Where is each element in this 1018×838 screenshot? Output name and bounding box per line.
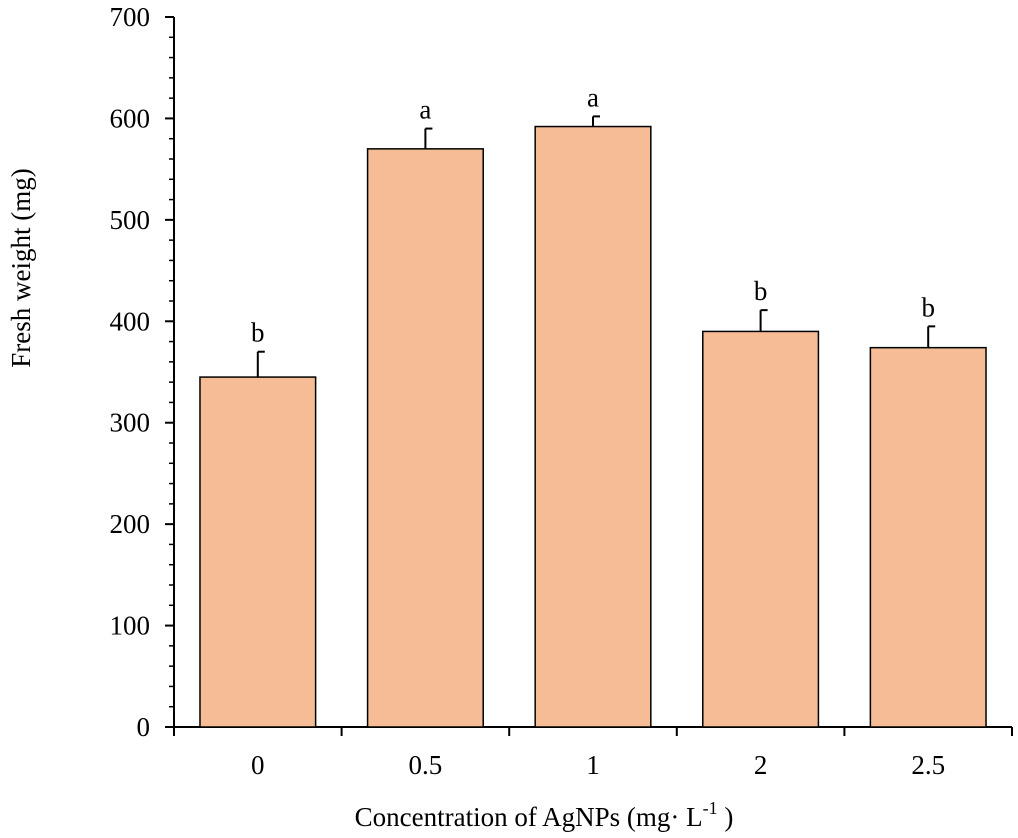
bars: b a a b b (199, 82, 987, 728)
x-tick-label: 0 (251, 750, 265, 780)
bar (702, 330, 820, 728)
x-tick-label: 2.5 (911, 750, 945, 780)
x-axis: 0 0.5 1 2 2.5 (173, 726, 1013, 780)
significance-label: b (921, 292, 935, 322)
bar (869, 346, 987, 728)
bar (366, 148, 484, 728)
y-tick-label: 0 (137, 712, 151, 742)
x-tick-label: 1 (586, 750, 600, 780)
y-axis-title: Fresh weight (mg) (6, 168, 36, 367)
significance-label: a (419, 95, 431, 125)
significance-label: b (251, 318, 265, 348)
y-tick-label: 500 (110, 205, 151, 235)
y-tick-label: 600 (110, 103, 151, 133)
x-axis-title-main: Concentration of AgNPs (mg· L (355, 802, 703, 832)
bar (199, 376, 317, 728)
y-tick-label: 300 (110, 408, 151, 438)
y-axis: 0 100 200 300 400 500 600 700 (110, 2, 175, 742)
y-tick-label: 700 (110, 2, 151, 32)
x-axis-title-end: ) (718, 802, 734, 832)
y-tick-label: 200 (110, 509, 151, 539)
y-tick-label: 400 (110, 306, 151, 336)
significance-label: b (754, 276, 768, 306)
x-tick-label: 2 (754, 750, 768, 780)
x-axis-title-superscript: -1 (703, 798, 718, 818)
x-axis-title: Concentration of AgNPs (mg· L-1 ) (355, 798, 734, 832)
y-tick-label: 100 (110, 611, 151, 641)
significance-label: a (587, 82, 599, 112)
x-tick-label: 0.5 (409, 750, 443, 780)
bar (534, 125, 652, 728)
